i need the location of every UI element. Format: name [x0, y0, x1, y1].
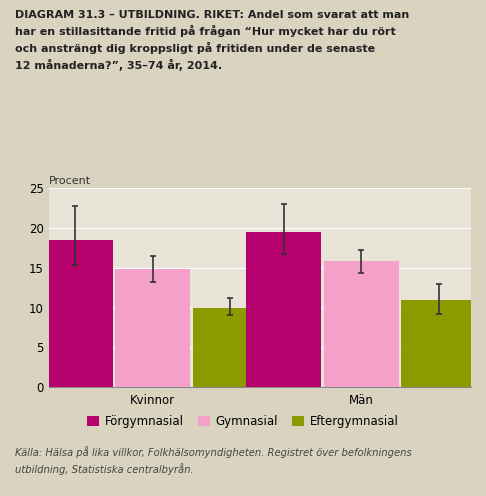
Bar: [401, 300, 476, 387]
Bar: [324, 261, 399, 387]
Legend: Förgymnasial, Gymnasial, Eftergymnasial: Förgymnasial, Gymnasial, Eftergymnasial: [82, 410, 404, 433]
Text: DIAGRAM 31.3 – UTBILDNING. RIKET: Andel som svarat att man
har en stillasittande: DIAGRAM 31.3 – UTBILDNING. RIKET: Andel …: [15, 10, 409, 71]
Bar: [192, 308, 268, 387]
Bar: [115, 269, 191, 387]
Bar: [38, 240, 113, 387]
Text: Källa: Hälsa på lika villkor, Folkhälsomyndigheten. Registret över befolkningens: Källa: Hälsa på lika villkor, Folkhälsom…: [15, 446, 411, 475]
Bar: [246, 232, 321, 387]
Text: Procent: Procent: [49, 176, 91, 186]
